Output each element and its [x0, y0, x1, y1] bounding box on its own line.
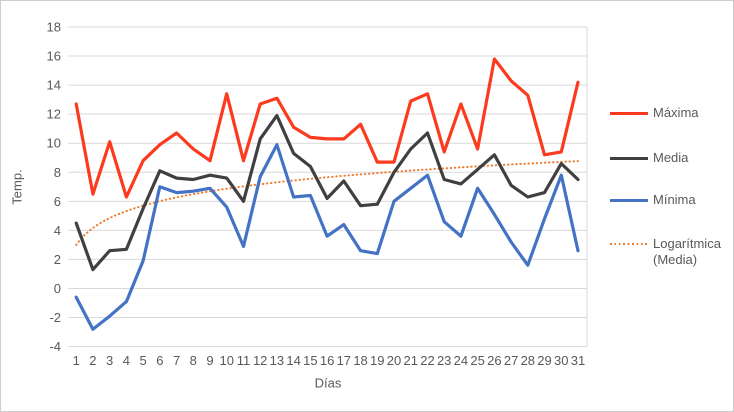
series-media-line[interactable]: [74, 113, 580, 272]
minima-line-swatch: [610, 198, 648, 202]
x-axis-title[interactable]: Días: [314, 375, 342, 391]
y-tick-label: 6: [54, 194, 61, 209]
x-tick-label: 16: [320, 353, 334, 368]
x-tick-label: 15: [303, 353, 317, 368]
x-tick-label: 22: [420, 353, 434, 368]
x-tick-label: 14: [286, 353, 300, 368]
x-tick-label: 23: [437, 353, 451, 368]
x-tick-label: 19: [370, 353, 384, 368]
trendline-logaritmica-media[interactable]: [75, 160, 579, 246]
y-tick-label: 2: [54, 252, 61, 267]
x-tick-label: 7: [173, 353, 180, 368]
x-tick-label: 11: [237, 353, 251, 368]
x-tick-label: 24: [454, 353, 468, 368]
y-tick-label: 16: [47, 49, 61, 64]
series-maxima-line[interactable]: [74, 57, 580, 199]
x-tick-label: 10: [220, 353, 234, 368]
x-tick-label: 4: [123, 353, 130, 368]
x-tick-label: 25: [470, 353, 484, 368]
x-tick-label: 30: [554, 353, 568, 368]
x-tick-label: 31: [571, 353, 585, 368]
x-tick-label: 9: [206, 353, 213, 368]
media-line-swatch: [610, 156, 648, 160]
legend-item-minima[interactable]: Mínima: [610, 192, 696, 208]
x-tick-label: 21: [403, 353, 417, 368]
legend-item-trendline[interactable]: Logarítmica (Media): [610, 236, 721, 268]
series-minima-line[interactable]: [74, 143, 580, 331]
x-tick-label: 29: [537, 353, 551, 368]
x-tick-label: 17: [337, 353, 351, 368]
maxima-line-swatch: [610, 111, 648, 115]
x-tick-label: 3: [106, 353, 113, 368]
y-tick-label: 8: [54, 165, 61, 180]
x-tick-label: 8: [190, 353, 197, 368]
y-tick-label: 12: [47, 107, 61, 122]
x-tick-label: 13: [270, 353, 284, 368]
y-tick-label: -4: [49, 339, 61, 354]
x-tick-label: 18: [353, 353, 367, 368]
y-tick-label: 0: [54, 281, 61, 296]
x-tick-label: 5: [139, 353, 146, 368]
legend-label-media: Media: [653, 150, 689, 165]
legend-item-media[interactable]: Media: [610, 150, 688, 166]
x-tick-label: 20: [387, 353, 401, 368]
y-tick-label: -2: [49, 310, 61, 325]
legend-label-minima: Mínima: [653, 192, 696, 207]
y-axis-title[interactable]: Temp.: [9, 169, 25, 205]
x-tick-label: 28: [521, 353, 535, 368]
x-tick-label: 6: [156, 353, 163, 368]
y-tick-label: 18: [47, 20, 61, 35]
y-tick-label: 4: [54, 223, 61, 238]
y-tick-label: 14: [47, 78, 61, 93]
x-tick-label: 27: [504, 353, 518, 368]
legend-label-trendline: Logarítmica (Media): [653, 236, 721, 267]
y-tick-label: 10: [47, 136, 61, 151]
x-tick-label: 12: [253, 353, 267, 368]
legend-item-maxima[interactable]: Máxima: [610, 105, 699, 121]
x-tick-label: 1: [73, 353, 80, 368]
legend-label-maxima: Máxima: [653, 105, 699, 120]
x-tick-label: 2: [89, 353, 96, 368]
x-tick-label: 26: [487, 353, 501, 368]
trendline-dotted-swatch: [610, 243, 648, 245]
